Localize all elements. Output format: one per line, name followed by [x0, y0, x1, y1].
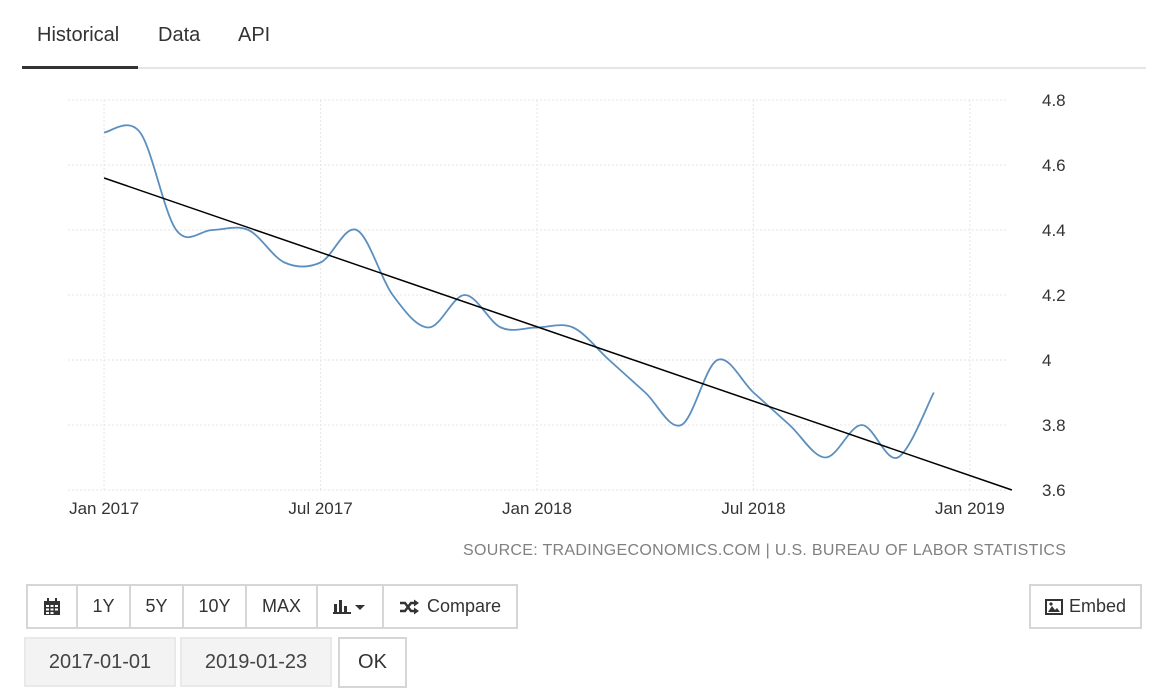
compare-label: Compare	[426, 596, 502, 616]
range-1y-button[interactable]: 1Y	[76, 584, 131, 629]
embed-button[interactable]: Embed	[1029, 584, 1142, 629]
active-tab-indicator	[22, 66, 138, 69]
range-max-button[interactable]: MAX	[245, 584, 318, 629]
x-tick-label: Jan 2019	[935, 499, 1005, 518]
series-layer	[103, 124, 1013, 491]
source-caption: SOURCE: TRADINGECONOMICS.COM | U.S. BURE…	[463, 542, 1067, 559]
bar-chart-icon	[333, 599, 365, 614]
range-5y-button[interactable]: 5Y	[129, 584, 184, 629]
image-icon	[1044, 598, 1063, 615]
embed-label: Embed	[1068, 596, 1127, 616]
end-date-input[interactable]: 2019-01-23	[180, 637, 332, 687]
tab-data[interactable]: Data	[158, 24, 201, 46]
chart-panel: Jan 2017 Jul 2017 Jan 2018 Jul 2018 Jan 2019…	[22, 70, 1146, 575]
chart-type-button[interactable]	[316, 584, 384, 629]
tab-bar: Historical Data API	[22, 0, 1146, 69]
x-tick-label: Jan 2018	[502, 499, 572, 518]
compare-button[interactable]: Compare	[382, 584, 518, 629]
y-tick-label: 3.6	[1042, 481, 1066, 500]
y-tick-label: 4.6	[1042, 156, 1066, 175]
y-tick-label: 3.8	[1042, 416, 1066, 435]
ok-button[interactable]: OK	[338, 637, 407, 688]
y-tick-label: 4.8	[1042, 91, 1066, 110]
x-axis-labels: Jan 2017 Jul 2017 Jan 2018 Jul 2018 Jan 2019	[69, 499, 1005, 518]
trend-line	[103, 177, 1013, 491]
y-tick-label: 4.4	[1042, 221, 1066, 240]
line-chart: Jan 2017 Jul 2017 Jan 2018 Jul 2018 Jan 2019…	[68, 91, 1066, 518]
grid-layer	[68, 99, 1006, 491]
shuffle-icon	[399, 599, 419, 614]
y-tick-label: 4	[1042, 351, 1051, 370]
series-line	[103, 124, 935, 459]
y-tick-label: 4.2	[1042, 286, 1066, 305]
y-axis-labels: 3.6 3.8 4 4.2 4.4 4.6 4.8	[1042, 91, 1066, 500]
x-tick-label: Jan 2017	[69, 499, 139, 518]
tab-historical[interactable]: Historical	[37, 24, 120, 46]
x-tick-label: Jul 2017	[288, 499, 352, 518]
x-tick-label: Jul 2018	[721, 499, 785, 518]
tab-api[interactable]: API	[238, 24, 271, 46]
start-date-input[interactable]: 2017-01-01	[24, 637, 176, 687]
calendar-button[interactable]	[26, 584, 78, 629]
calendar-icon	[44, 597, 60, 615]
range-10y-button[interactable]: 10Y	[182, 584, 247, 629]
